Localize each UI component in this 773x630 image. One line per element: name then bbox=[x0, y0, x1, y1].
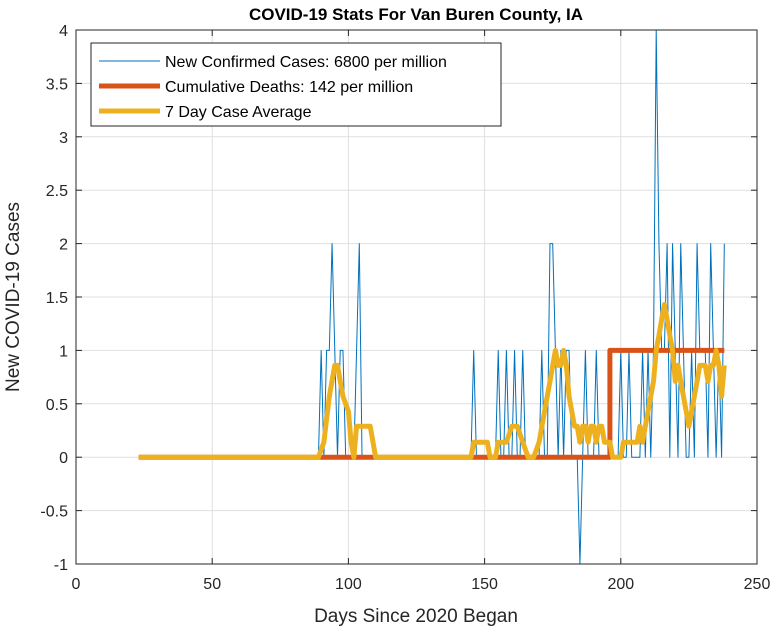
y-tick-label: 1 bbox=[59, 343, 68, 360]
y-tick-label: -0.5 bbox=[40, 504, 68, 521]
x-tick-label: 50 bbox=[203, 576, 221, 593]
x-tick-label: 250 bbox=[744, 576, 771, 593]
x-axis-label: Days Since 2020 Began bbox=[314, 606, 518, 627]
ticks: 0 50 100 150 200 250 -1 -0.5 0 0.5 1 1.5 2 2.5 3 3.5 4 bbox=[40, 23, 770, 593]
y-tick-label: 0.5 bbox=[46, 397, 68, 414]
y-axis-label: New COVID-19 Cases bbox=[3, 202, 24, 392]
series-line-average bbox=[138, 301, 727, 460]
x-tick-label: 0 bbox=[72, 576, 81, 593]
y-tick-label: 4 bbox=[59, 23, 68, 40]
y-tick-label: 2.5 bbox=[46, 183, 68, 200]
y-tick-label: 3.5 bbox=[46, 76, 68, 93]
y-tick-label: 3 bbox=[59, 130, 68, 147]
y-tick-label: 1.5 bbox=[46, 290, 68, 307]
y-tick-label: 2 bbox=[59, 237, 68, 254]
x-tick-label: 100 bbox=[335, 576, 362, 593]
chart-title: COVID-19 Stats For Van Buren County, IA bbox=[249, 5, 583, 24]
legend: New Confirmed Cases: 6800 per million Cu… bbox=[90, 42, 502, 127]
legend-label-new-cases: New Confirmed Cases: 6800 per million bbox=[165, 54, 447, 71]
legend-label-average: 7 Day Case Average bbox=[165, 104, 312, 121]
x-tick-label: 200 bbox=[607, 576, 634, 593]
y-tick-label: 0 bbox=[59, 450, 68, 467]
x-tick-label: 150 bbox=[471, 576, 498, 593]
legend-label-deaths: Cumulative Deaths: 142 per million bbox=[165, 79, 413, 96]
y-tick-label: -1 bbox=[54, 557, 68, 574]
